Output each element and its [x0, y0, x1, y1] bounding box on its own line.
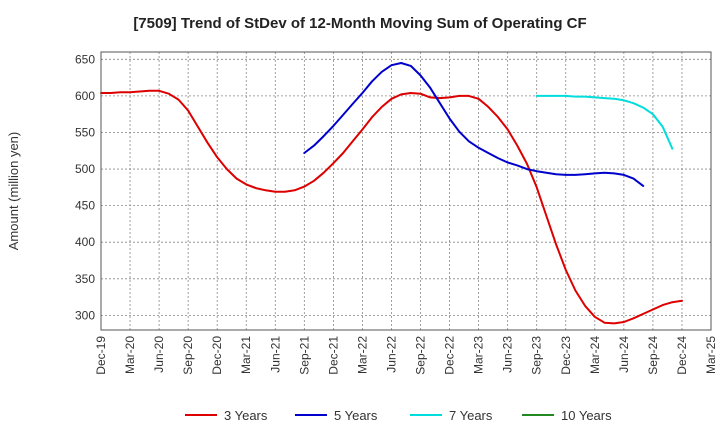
chart-title: [7509] Trend of StDev of 12-Month Moving… — [133, 15, 586, 32]
series-line-3-years — [100, 89, 683, 325]
y-tick-label: 650 — [75, 52, 95, 66]
x-tick-label: Dec-24 — [675, 336, 689, 375]
x-tick-label: Sep-23 — [530, 336, 544, 375]
x-tick-label: Mar-24 — [588, 336, 602, 374]
x-tick-label: Jun-24 — [617, 336, 631, 373]
x-tick-label: Mar-22 — [355, 336, 369, 374]
x-tick-label: Mar-25 — [704, 336, 718, 374]
y-tick-label: 550 — [75, 125, 95, 139]
x-axis-ticks: Dec-19 Mar-20 Jun-20 Sep-20 Dec-20 Mar-21 Jun-… — [94, 336, 718, 375]
legend-label: 5 Years — [334, 408, 378, 423]
y-tick-label: 600 — [75, 89, 95, 103]
x-tick-label: Sep-24 — [646, 336, 660, 375]
x-tick-label: Jun-23 — [501, 336, 515, 373]
legend-label: 10 Years — [561, 408, 612, 423]
x-tick-label: Sep-21 — [297, 336, 311, 375]
x-tick-label: Dec-19 — [94, 336, 108, 375]
x-tick-label: Sep-20 — [181, 336, 195, 375]
y-tick-label: 350 — [75, 272, 95, 286]
x-tick-label: Dec-23 — [559, 336, 573, 375]
x-tick-label: Jun-22 — [384, 336, 398, 373]
y-axis-title: Amount (million yen) — [6, 132, 21, 251]
y-tick-label: 500 — [75, 162, 95, 176]
x-tick-label: Jun-21 — [268, 336, 282, 373]
series-lines — [100, 62, 683, 325]
y-axis-ticks: 300 350 400 450 500 550 600 650 — [75, 52, 95, 322]
y-tick-label: 300 — [75, 308, 95, 322]
y-tick-label: 400 — [75, 235, 95, 249]
y-tick-label: 450 — [75, 199, 95, 213]
x-tick-label: Dec-20 — [210, 336, 224, 375]
x-tick-label: Dec-21 — [326, 336, 340, 375]
grid — [101, 52, 711, 330]
legend-label: 7 Years — [449, 408, 493, 423]
legend-label: 3 Years — [224, 408, 268, 423]
x-tick-label: Jun-20 — [152, 336, 166, 373]
x-tick-label: Dec-22 — [443, 336, 457, 375]
x-tick-label: Mar-21 — [239, 336, 253, 374]
x-tick-label: Mar-20 — [123, 336, 137, 374]
series-line-5-years — [303, 62, 645, 187]
x-tick-label: Sep-22 — [414, 336, 428, 375]
plot-area-frame — [100, 51, 712, 331]
legend: 3 Years 5 Years 7 Years 10 Years — [185, 408, 612, 423]
series-line-7-years — [535, 94, 674, 150]
x-tick-label: Mar-23 — [472, 336, 486, 374]
